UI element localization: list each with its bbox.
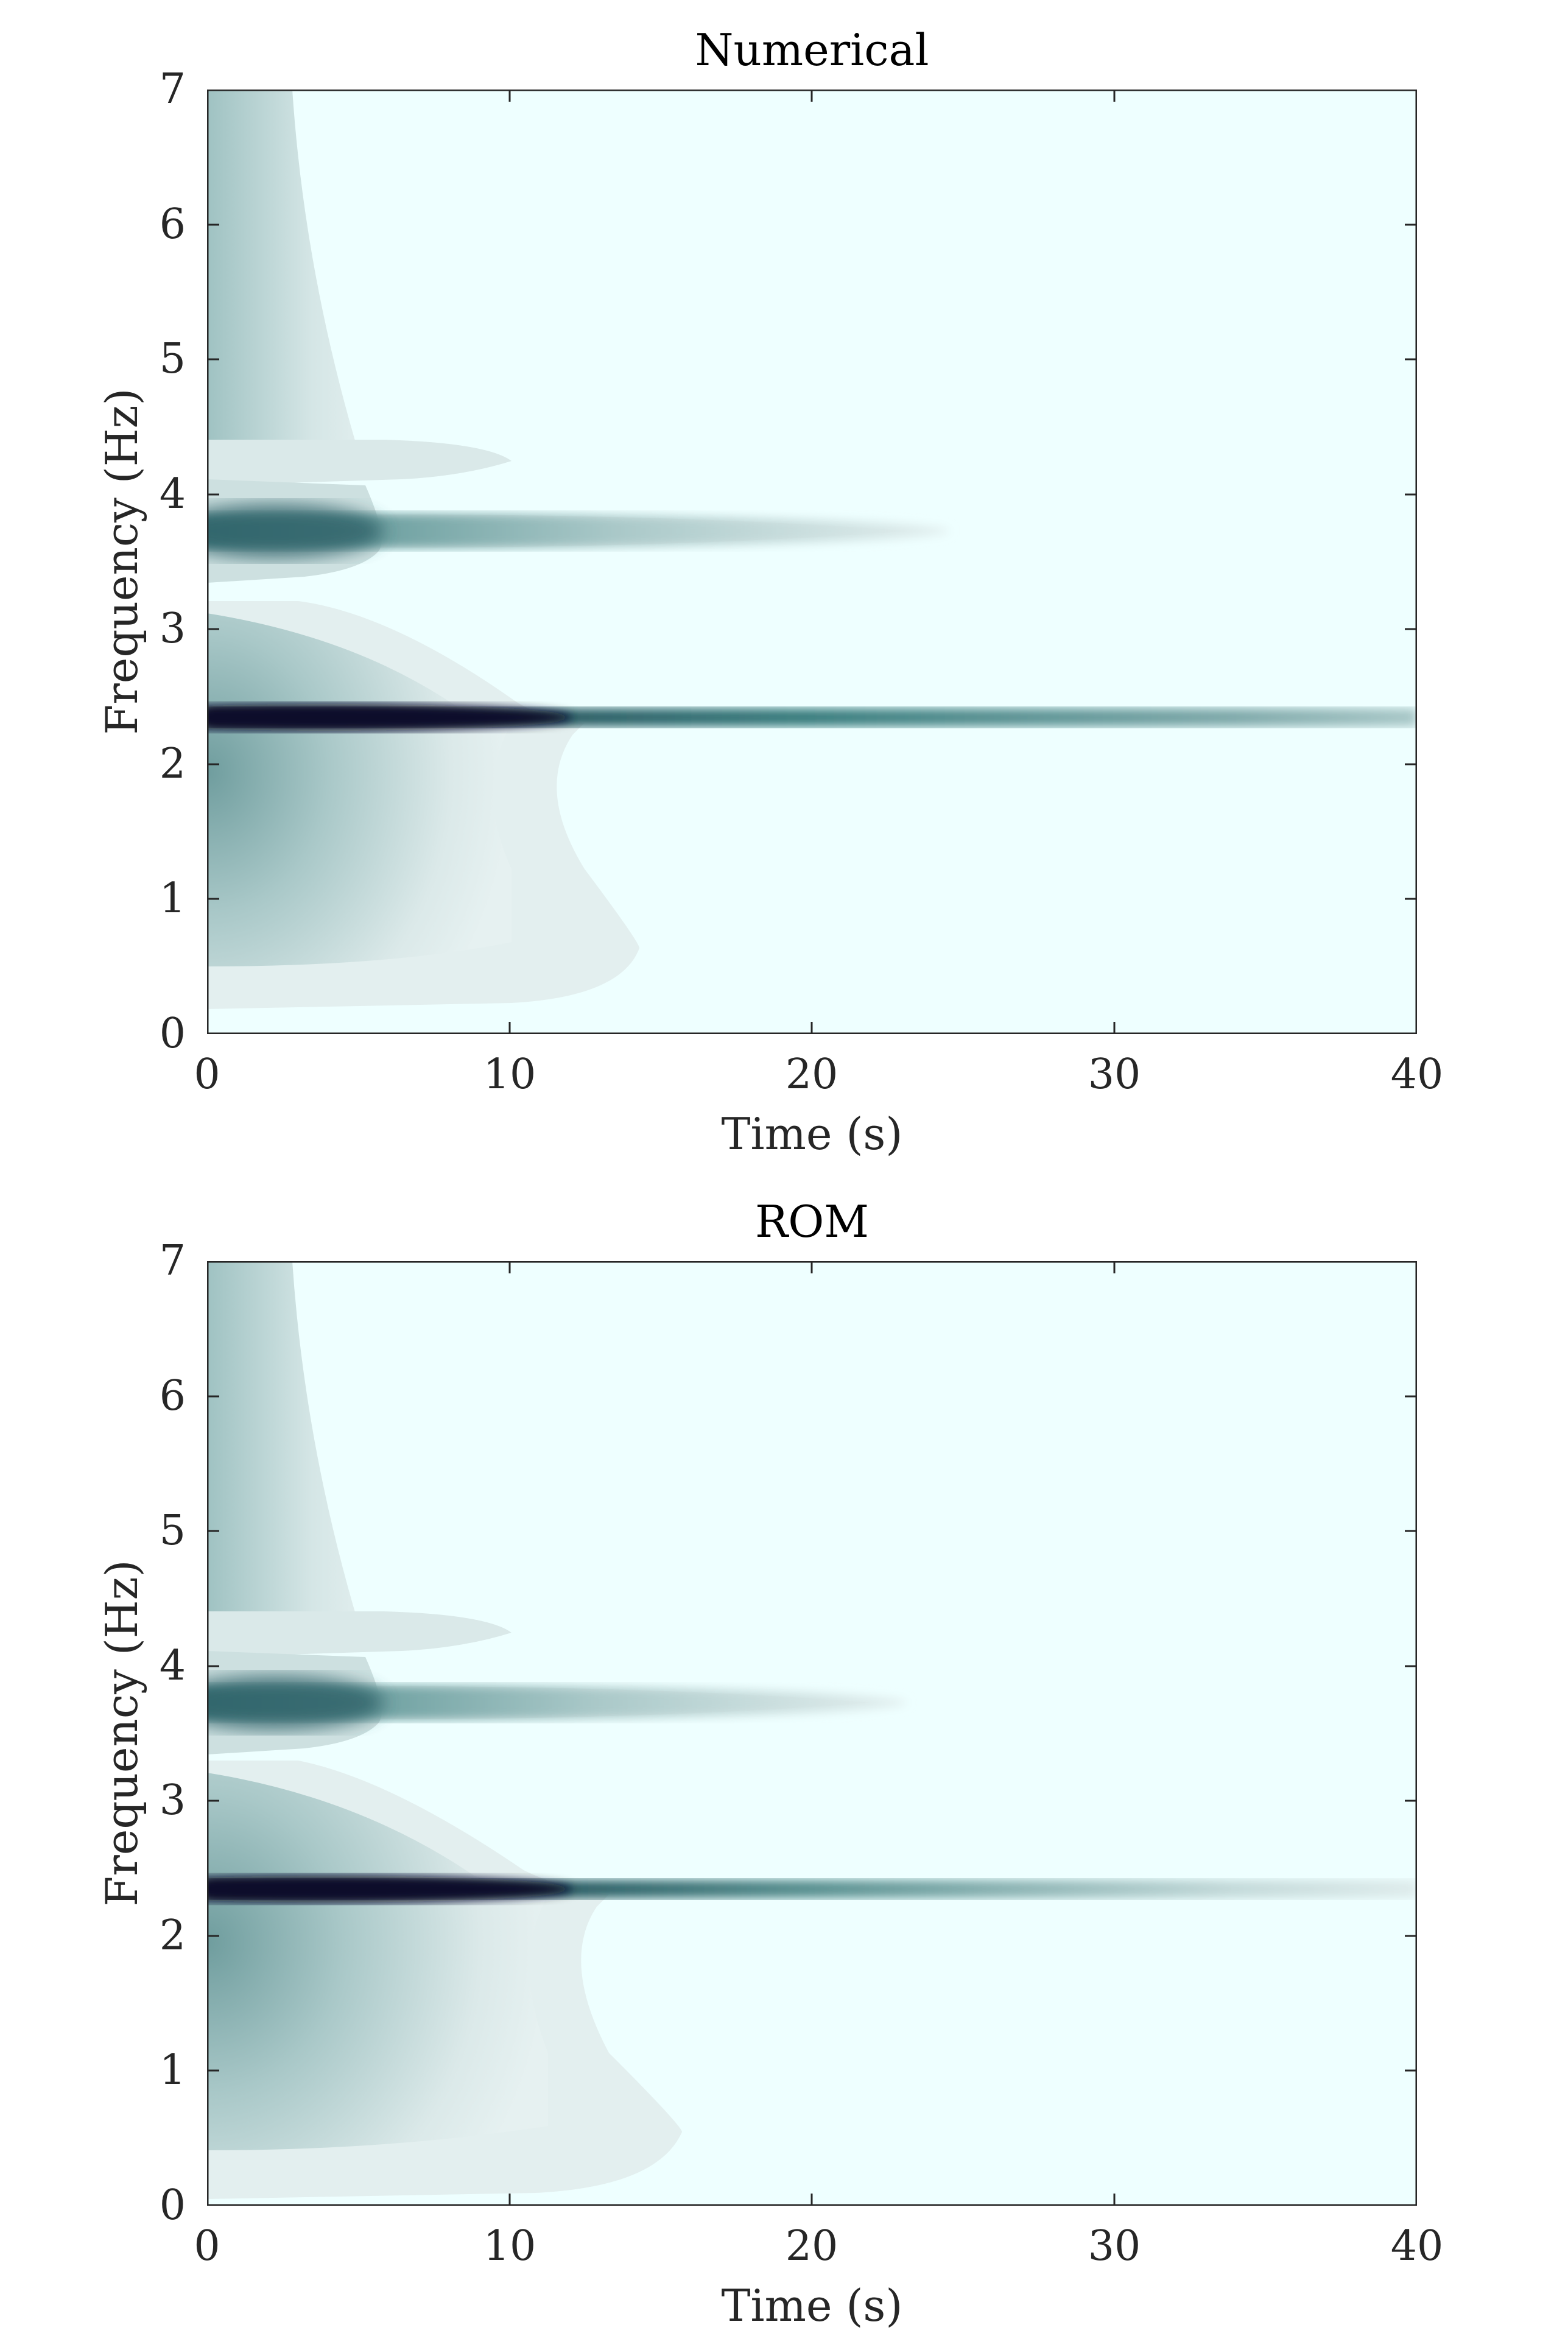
y-tick-label: 6 [159, 1372, 186, 1420]
x-axis-label: Time (s) [721, 1108, 903, 1159]
plot-title: Numerical [695, 24, 929, 76]
y-tick-label: 2 [159, 740, 186, 788]
y-tick-label: 0 [159, 2181, 186, 2229]
y-tick-label: 4 [159, 470, 186, 518]
x-tick-label: 0 [194, 1050, 220, 1099]
x-tick-label: 30 [1088, 1050, 1141, 1099]
x-tick-label: 20 [785, 1050, 838, 1099]
y-tick-label: 2 [159, 1912, 186, 1960]
y-tick-label: 0 [159, 1010, 186, 1058]
y-tick-label: 1 [159, 874, 186, 923]
x-tick-label: 30 [1088, 2222, 1141, 2270]
x-tick-label: 20 [785, 2222, 838, 2270]
x-tick-label: 40 [1390, 1050, 1444, 1099]
plot-title: ROM [755, 1196, 869, 1247]
y-tick-label: 3 [159, 1776, 186, 1824]
x-tick-label: 0 [194, 2222, 220, 2270]
y-tick-label: 4 [159, 1642, 186, 1690]
y-tick-label: 6 [159, 200, 186, 248]
x-tick-label: 10 [483, 1050, 536, 1099]
x-tick-label: 10 [483, 2222, 536, 2270]
y-tick-label: 7 [159, 65, 186, 113]
y-tick-label: 1 [159, 2046, 186, 2094]
x-axis-label: Time (s) [721, 2280, 903, 2331]
spectrogram-plot [207, 1261, 1417, 2206]
y-tick-label: 7 [159, 1237, 186, 1285]
y-tick-label: 3 [159, 605, 186, 653]
spectrogram-plot [207, 90, 1417, 1034]
spectrogram-axes [207, 1261, 1417, 2206]
y-tick-label: 5 [159, 1507, 186, 1555]
y-axis-label: Frequency (Hz) [96, 388, 147, 735]
y-axis-label: Frequency (Hz) [96, 1560, 147, 1907]
x-tick-label: 40 [1390, 2222, 1444, 2270]
y-tick-label: 5 [159, 335, 186, 383]
spectrogram-axes [207, 90, 1417, 1034]
